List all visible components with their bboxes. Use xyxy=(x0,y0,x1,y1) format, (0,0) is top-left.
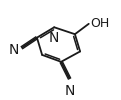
Text: N: N xyxy=(8,43,19,57)
Text: N: N xyxy=(49,31,59,45)
Text: N: N xyxy=(64,84,75,98)
Text: OH: OH xyxy=(91,17,110,30)
